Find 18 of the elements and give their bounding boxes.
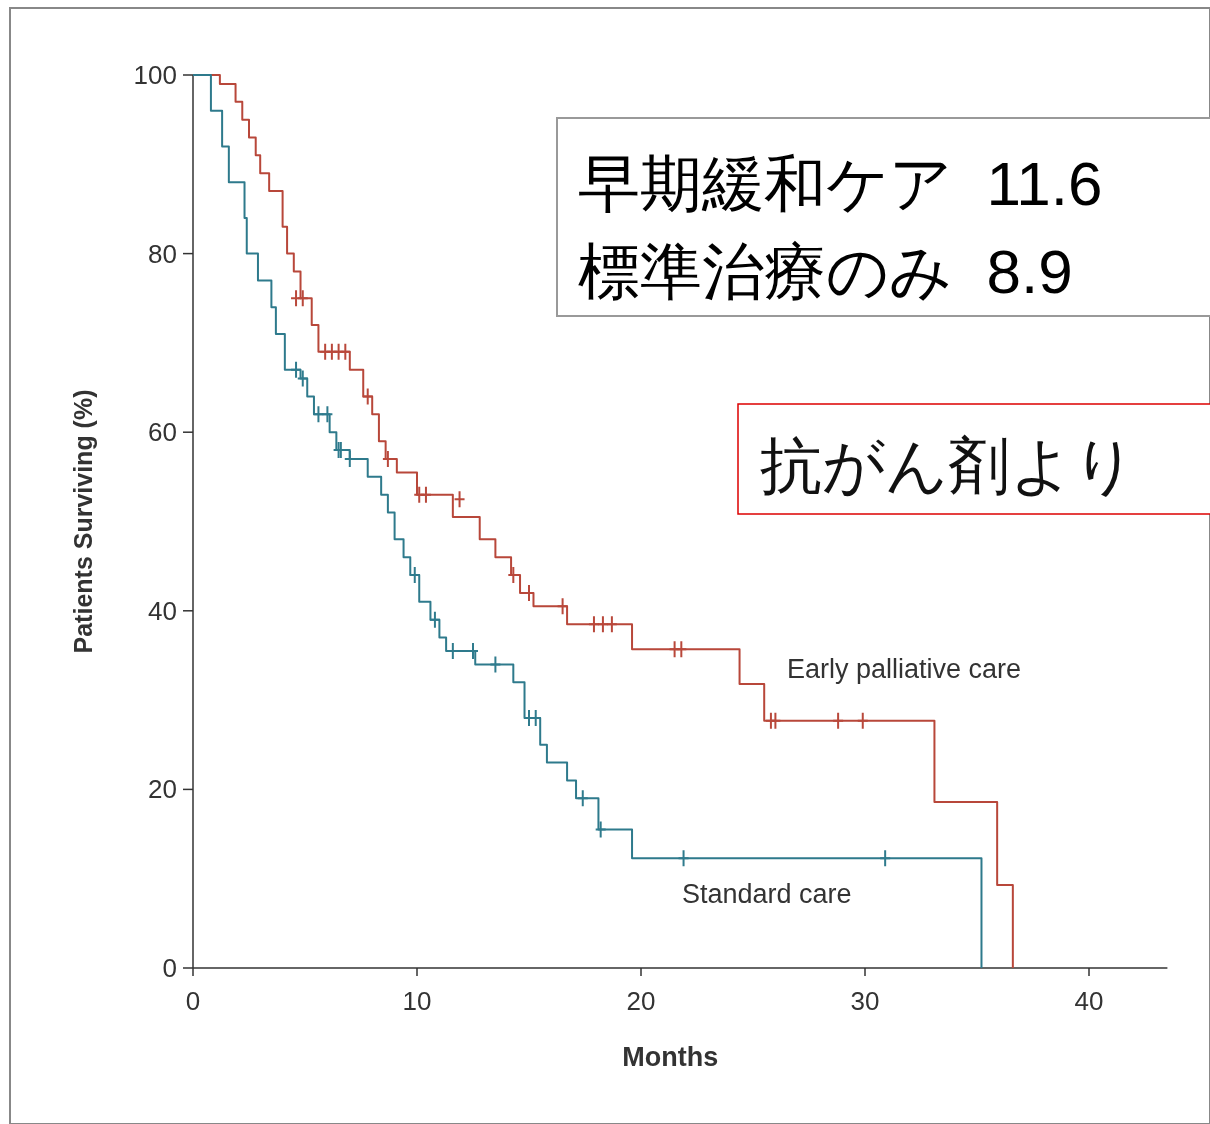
x-tick-label: 0 (185, 986, 201, 1016)
y-tick-label: 40 (148, 595, 177, 626)
x-tick-label: 10 (402, 986, 432, 1016)
annotation: 標準治療のみ 8.9 (578, 237, 1073, 306)
x-tick-label: 20 (626, 986, 656, 1016)
y-tick-label: 0 (162, 953, 177, 983)
y-tick-label: 80 (148, 238, 177, 269)
y-tick-label: 60 (148, 417, 177, 448)
annotation: 抗がん剤より (760, 431, 1136, 500)
series-label: Early palliative care (787, 654, 1022, 684)
annotation: 早期緩和ケア 11.6 (578, 149, 1103, 218)
x-axis-title: Months (622, 1042, 719, 1072)
y-tick-label: 20 (148, 774, 177, 805)
y-tick-label: 100 (133, 60, 177, 90)
x-tick-label: 40 (1074, 986, 1104, 1016)
series-label: Standard care (682, 879, 852, 909)
x-tick-label: 30 (850, 986, 880, 1016)
y-axis-title: Patients Surviving (%) (69, 389, 97, 654)
